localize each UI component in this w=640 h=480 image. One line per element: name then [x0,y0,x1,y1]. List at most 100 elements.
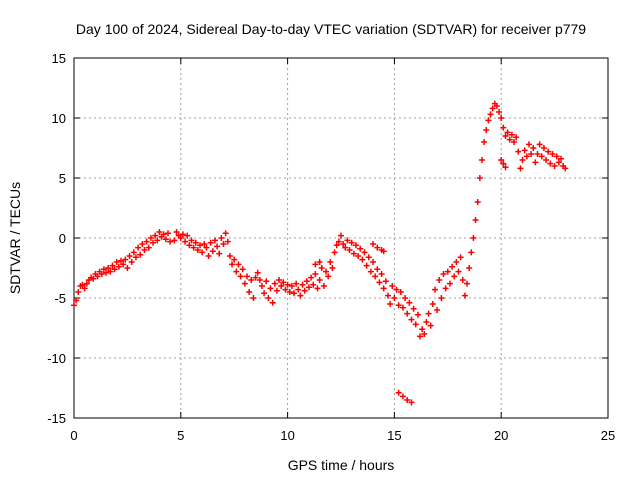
data-point [523,153,530,160]
data-point [442,285,449,292]
data-point [361,249,368,256]
data-point [393,286,400,293]
data-point [481,139,488,145]
data-point [312,261,319,268]
y-tick-label: -5 [54,291,66,306]
data-point [476,175,483,181]
data-point [271,280,278,287]
data-point [421,331,428,337]
data-point [519,157,526,163]
data-point [342,244,349,251]
data-point [408,316,415,323]
data-point [487,111,494,118]
data-point [320,283,327,289]
data-point [192,239,199,246]
data-point [498,115,505,121]
data-point [250,295,257,301]
data-point [440,271,447,277]
x-tick-label: 25 [601,428,615,443]
data-point [444,268,451,275]
data-point [399,393,406,400]
data-point [355,253,362,259]
data-point [214,243,221,250]
data-point [547,160,554,167]
data-point [98,271,105,277]
data-point [316,277,323,283]
data-point [498,157,505,163]
x-tick-label: 15 [387,428,401,443]
data-point [376,279,383,286]
data-point [470,235,477,241]
data-point [327,259,334,265]
data-point [406,299,413,306]
data-point [241,280,248,287]
data-point [438,295,445,301]
data-point [528,151,535,157]
data-point [489,105,496,112]
data-point [459,277,466,283]
data-point [297,292,304,299]
data-point [194,247,201,253]
data-point [81,285,88,292]
data-point [335,238,342,245]
data-point [367,268,374,275]
data-point [387,301,394,307]
data-point [254,269,261,276]
data-point [427,322,434,329]
data-point [500,160,507,167]
data-point [154,237,161,244]
data-point [314,285,321,292]
data-point [380,285,387,292]
data-point [201,241,208,247]
data-point [540,145,547,151]
data-point [137,251,144,258]
data-point [94,273,101,280]
data-point [273,287,280,294]
data-point [308,274,315,281]
data-point [167,238,174,245]
data-point [244,273,251,280]
data-point [483,127,490,133]
data-point [449,263,456,270]
data-point [370,241,377,247]
data-point [333,242,340,249]
y-tick-label: 5 [59,171,66,186]
data-point [502,164,509,171]
data-point [543,157,550,163]
data-point [139,241,146,247]
data-point [378,271,385,277]
data-point [141,247,148,253]
data-point [113,259,120,265]
data-point [461,292,468,299]
data-point [203,244,210,251]
data-point [248,277,255,283]
data-point [132,254,139,261]
data-point [434,307,441,313]
data-point [79,281,86,288]
data-point [291,290,298,297]
data-point [340,241,347,247]
data-point [325,273,332,280]
data-point [152,232,159,239]
data-point [391,295,398,301]
data-point [455,268,462,275]
data-point [382,278,389,285]
data-point [536,141,543,148]
data-point [346,247,353,253]
chart-title: Day 100 of 2024, Sidereal Day-to-day VTE… [76,21,586,37]
data-point [267,285,274,292]
data-point [363,262,370,269]
data-point [551,163,558,169]
data-point [258,283,265,289]
data-point [423,319,430,325]
data-point [263,278,270,285]
data-point [115,263,122,270]
data-point [173,229,180,235]
data-point [478,157,485,163]
data-points [71,100,569,406]
data-point [186,242,193,249]
data-point [374,266,381,273]
data-point [162,236,169,243]
data-point [190,244,197,251]
data-point [73,297,80,304]
